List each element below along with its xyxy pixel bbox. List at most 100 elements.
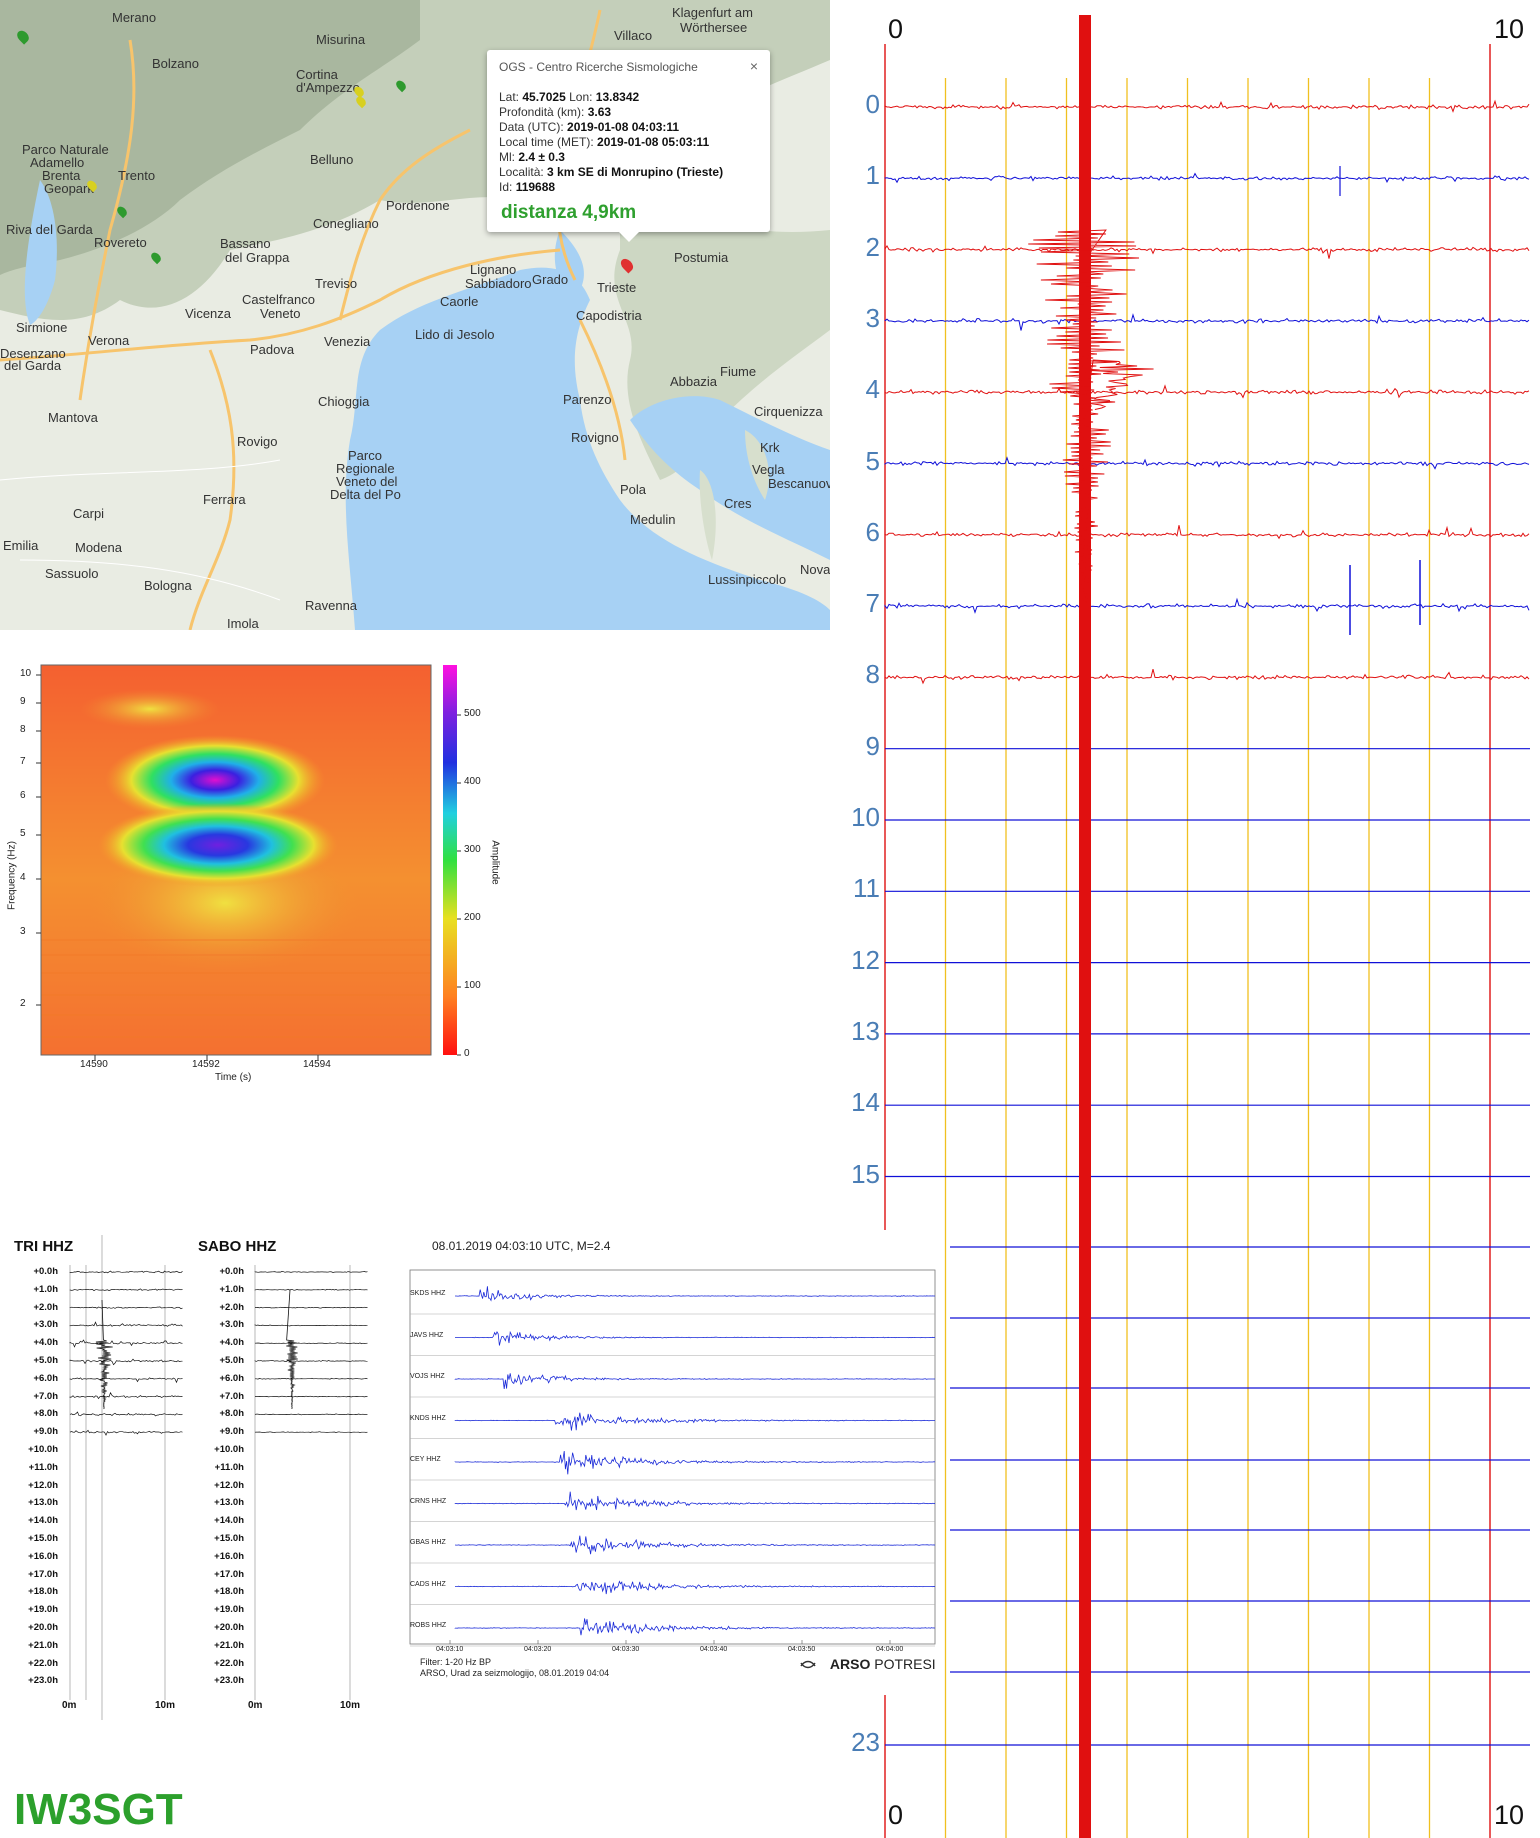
map-place-label: Brenta [42,168,81,183]
map-place-label: Treviso [315,276,358,291]
spectrogram-y-tick: 10 [20,668,32,679]
map-place-label: Cortina [296,67,338,82]
map-place-label: Sirmione [16,320,68,335]
map-place-label: Trento [118,168,156,183]
map-place-label: Venezia [324,334,371,349]
map-place-label: Padova [250,342,295,357]
drum-hour-label: +20.0h [214,1622,244,1633]
arso-station-label: VOJS HHZ [410,1373,445,1380]
drum-hour-label: +12.0h [214,1479,244,1491]
map-place-label: Sabbiadoro [465,276,532,291]
map-place-label: Caorle [440,294,479,309]
hour-label: 15 [851,1158,880,1189]
hour-label: 6 [865,516,880,547]
popup-utc: Data (UTC): 2019-01-08 04:03:11 [499,120,680,134]
colorbar-tick: 0 [464,1048,470,1059]
spectrogram-y-tick: 9 [20,696,26,707]
drum-hour-label: +3.0h [33,1319,58,1331]
hour-label: 11 [853,873,880,904]
drum-hour-label: +7.0h [33,1390,58,1402]
top-left-axis-label: 0 [888,14,904,44]
drum-hour-label: +16.0h [214,1550,244,1562]
map-place-label: Parenzo [563,392,612,407]
arso-time-tick: 04:03:40 [700,1646,728,1653]
map-place-label: Postumia [674,250,729,265]
drum-plots [69,1235,368,1720]
drum-hour-label: +11.0h [28,1461,58,1473]
map-place-label: Geopark [44,181,94,196]
map-place-label: Veneto del [336,474,398,489]
hour-label: 5 [865,445,880,476]
map-place-label: Novag [800,562,830,577]
drum-hour-label: +18.0h [28,1586,58,1598]
spectrogram-y-tick: 2 [20,998,26,1009]
map-place-label: Medulin [630,512,676,527]
earthquake-map[interactable]: Merano Bolzano Villaco Klagenfurt am Wörther… [0,0,830,630]
map-place-label: del Garda [4,358,62,373]
drum-hour-label: +19.0h [214,1604,244,1616]
drum-hour-label: +16.0h [28,1550,58,1562]
popup-lat-lon: Lat: 45.7025 Lon: 13.8342 [499,90,640,104]
helicorder [884,15,1530,1838]
map-place-label: Bologna [144,578,192,593]
drum-hour-label: +15.0h [28,1533,58,1544]
arso-time-tick: 04:03:10 [436,1646,464,1653]
map-place-label: Bolzano [152,56,199,71]
drum-hour-label: +0.0h [219,1266,244,1277]
drum-hour-label: +1.0h [219,1283,244,1295]
map-place-label: Chioggia [318,394,370,409]
drum-hour-label: +13.0h [214,1497,244,1509]
popup-magnitude: Ml: 2.4 ± 0.3 [499,150,565,164]
hour-label: 12 [851,944,880,975]
drum-hour-label: +2.0h [33,1301,58,1313]
spectrogram-x-tick: 14592 [192,1059,220,1070]
drum-hour-label: +6.0h [219,1372,244,1384]
map-place-label: Bassano [220,236,271,251]
hour-label: 9 [865,730,880,761]
drum-hour-label: +4.0h [219,1337,244,1349]
colorbar-label: Amplitude [489,840,501,885]
hour-label: 23 [851,1727,880,1757]
drum-end-label: 10m [340,1700,361,1711]
map-place-label: Krk [760,440,780,455]
map-place-label: Riva del Garda [6,222,93,237]
drum-hour-label: +18.0h [214,1586,244,1598]
drum-end-label: 10m [155,1700,176,1711]
bottom-right-axis-label: 10 [1494,1800,1525,1830]
drum-hour-label: +23.0h [28,1675,58,1687]
hour-label: 1 [865,160,880,191]
hour-label: 13 [851,1015,880,1046]
colorbar-tick: 300 [464,844,481,855]
drum-hour-label: +17.0h [214,1568,244,1580]
map-place-label: Cres [724,496,752,511]
drum-hour-label: +17.0h [28,1568,58,1580]
drum-hour-label: +8.0h [219,1408,244,1420]
arso-station-label: JAVS HHZ [410,1331,444,1339]
drum-hour-label: +10.0h [214,1444,244,1455]
arso-station-label: GBAS HHZ [410,1539,446,1546]
drum-hour-label: +10.0h [28,1444,58,1455]
drum-hour-label: +19.0h [28,1604,58,1616]
map-place-label: Pola [620,482,647,497]
colorbar-tick: 400 [464,776,481,787]
map-place-label: Parco [348,448,382,463]
map-place-label: Carpi [73,506,105,521]
arso-time-tick: 04:04:00 [876,1646,904,1653]
map-place-label: Adamello [30,155,85,170]
drum-hour-label: +3.0h [219,1319,244,1331]
drum-start-label: 0m [62,1700,77,1711]
drum-hour-label: +6.0h [33,1372,58,1384]
arso-station-label: ROBS HHZ [410,1622,447,1629]
close-icon[interactable]: × [749,58,758,74]
arso-station-label: SKDS HHZ [410,1290,446,1297]
arso-time-tick: 04:03:30 [612,1646,640,1653]
map-place-label: Veneto [260,306,301,321]
map-place-label: Parco Naturale [22,142,109,157]
map-place-label: d'Ampezzo [296,80,360,95]
map-place-label: Trieste [597,280,637,295]
spectrogram-y-tick: 8 [20,724,26,735]
spectrogram: Frequency (Hz) Time (s) Amplitude 10 9 8 7 6… [0,655,501,1095]
popup-id: Id: 119688 [499,180,556,194]
map-place-label: Abbazia [670,374,717,389]
spectrogram-plot [36,664,461,1060]
